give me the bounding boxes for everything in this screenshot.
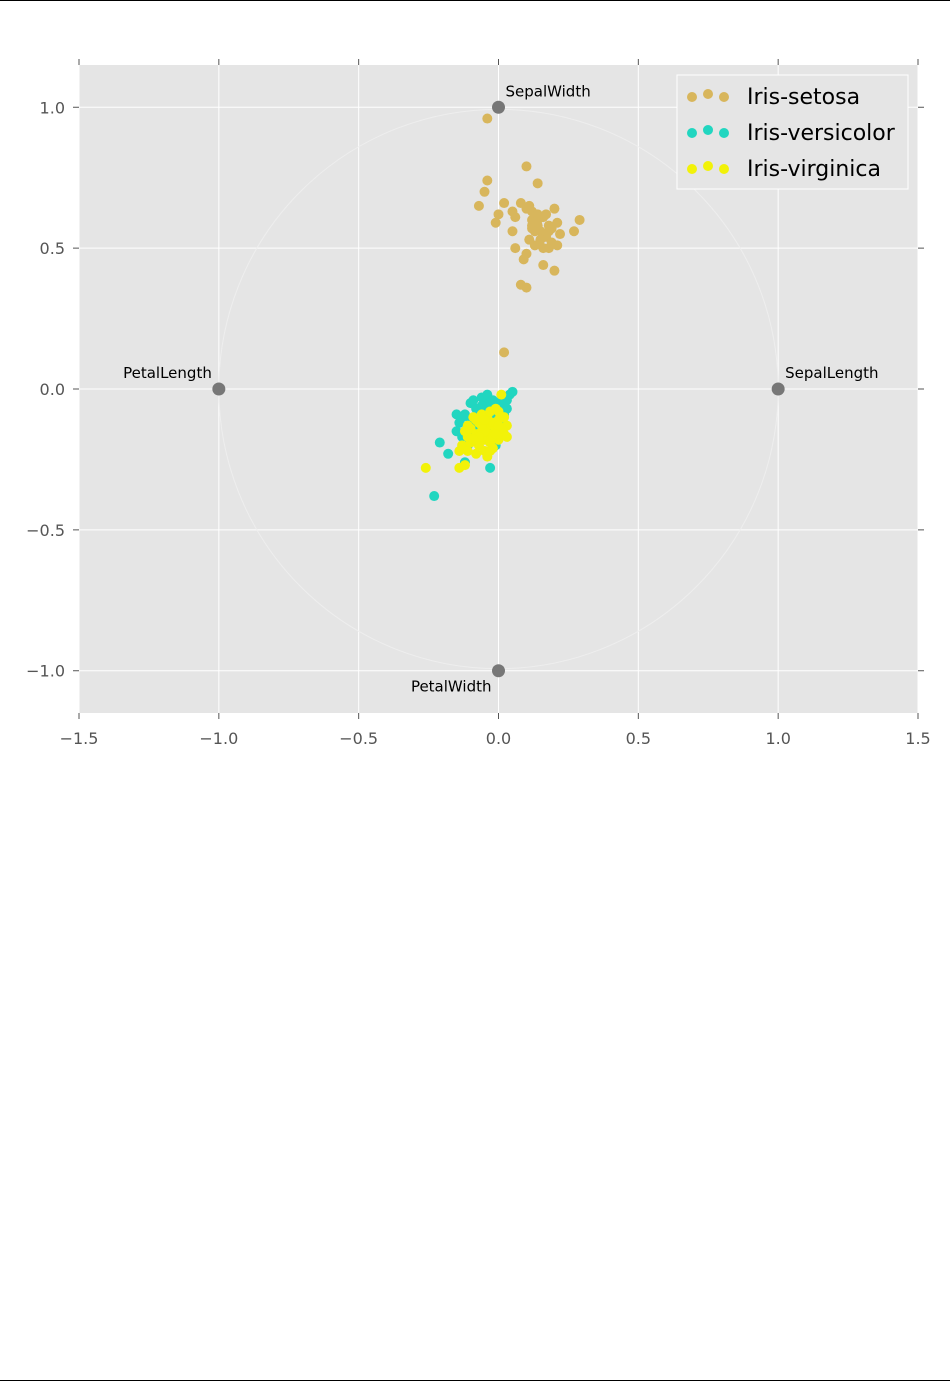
data-point [555, 229, 566, 240]
data-point [510, 243, 521, 254]
data-point [457, 412, 468, 423]
legend-box [676, 74, 909, 190]
x-tick-label: 0.0 [486, 729, 511, 748]
legend-marker [703, 89, 713, 99]
data-point [443, 448, 454, 459]
y-tick-label: 0.5 [40, 239, 65, 258]
legend-marker [703, 161, 713, 171]
data-point [459, 460, 470, 471]
page-bottom-rule [0, 1380, 950, 1381]
data-point [574, 214, 585, 225]
x-tick-label: −0.5 [339, 729, 378, 748]
legend-marker [719, 92, 729, 102]
data-point [471, 448, 482, 459]
anchor-point [492, 100, 505, 114]
data-point [521, 161, 532, 172]
data-point [507, 226, 518, 237]
scatter-chart: −1.5 −1.0 −0.5 0.0 0.5 1.0 1.5 −1.0 −0.5 0.0 0.5 1.… [26, 59, 931, 748]
data-point [479, 414, 490, 425]
data-point [524, 234, 535, 245]
data-point [496, 389, 507, 400]
data-point [485, 462, 496, 473]
anchor-label: PetalLength [123, 364, 212, 382]
data-point [499, 412, 510, 423]
page-top-rule [0, 0, 950, 1]
anchor-point [771, 382, 785, 396]
data-point [485, 445, 496, 456]
data-point [510, 212, 521, 223]
x-tick-label: 1.5 [905, 729, 930, 748]
data-point [501, 403, 512, 414]
data-point [569, 226, 580, 237]
legend-marker [719, 128, 729, 138]
data-point [468, 434, 479, 445]
data-point [420, 462, 431, 473]
data-point [451, 426, 462, 437]
legend-label: Iris-versicolor [747, 121, 896, 146]
data-point [538, 260, 549, 271]
data-point [485, 406, 496, 417]
y-tick-label: −0.5 [26, 521, 65, 540]
data-point [429, 491, 440, 502]
data-point [535, 234, 546, 245]
data-point [471, 414, 482, 425]
y-tick-label: 1.0 [40, 98, 65, 117]
data-point [434, 437, 445, 448]
data-point [482, 175, 493, 186]
legend-marker [687, 128, 697, 138]
legend-marker [719, 164, 729, 174]
x-tick-label: −1.0 [199, 729, 238, 748]
data-point [549, 265, 560, 276]
data-point [499, 347, 510, 358]
data-point [543, 243, 554, 254]
data-point [462, 445, 473, 456]
data-point [479, 186, 490, 197]
anchor-label: SepalLength [785, 364, 878, 382]
y-tick-label: −1.0 [26, 662, 65, 681]
data-point [527, 220, 538, 231]
data-point [501, 431, 512, 442]
legend-label: Iris-virginica [747, 157, 881, 182]
x-tick-label: 1.0 [765, 729, 790, 748]
data-point [459, 426, 470, 437]
data-point [521, 282, 532, 293]
data-point [552, 240, 563, 251]
anchor-label: PetalWidth [411, 678, 492, 696]
legend-label: Iris-setosa [747, 85, 860, 110]
data-point [468, 395, 479, 406]
x-tick-label: −1.5 [60, 729, 99, 748]
data-point [490, 429, 501, 440]
data-point [546, 223, 557, 234]
data-point [473, 200, 484, 211]
data-point [499, 198, 510, 209]
data-point [507, 386, 518, 397]
y-tick-label: 0.0 [40, 380, 65, 399]
data-point [476, 400, 487, 411]
legend-marker [687, 164, 697, 174]
data-point [541, 209, 552, 220]
x-tick-label: 0.5 [626, 729, 651, 748]
anchor-label: SepalWidth [506, 82, 591, 100]
data-point [549, 203, 560, 214]
data-point [493, 420, 504, 431]
data-point [493, 209, 504, 220]
data-point [490, 217, 501, 228]
data-point [532, 209, 543, 220]
anchor-point [492, 664, 505, 678]
data-point [482, 113, 493, 124]
legend-marker [703, 125, 713, 135]
data-point [532, 178, 543, 189]
data-point [518, 254, 529, 265]
legend-marker [687, 92, 697, 102]
data-point [521, 203, 532, 214]
anchor-point [212, 382, 226, 396]
